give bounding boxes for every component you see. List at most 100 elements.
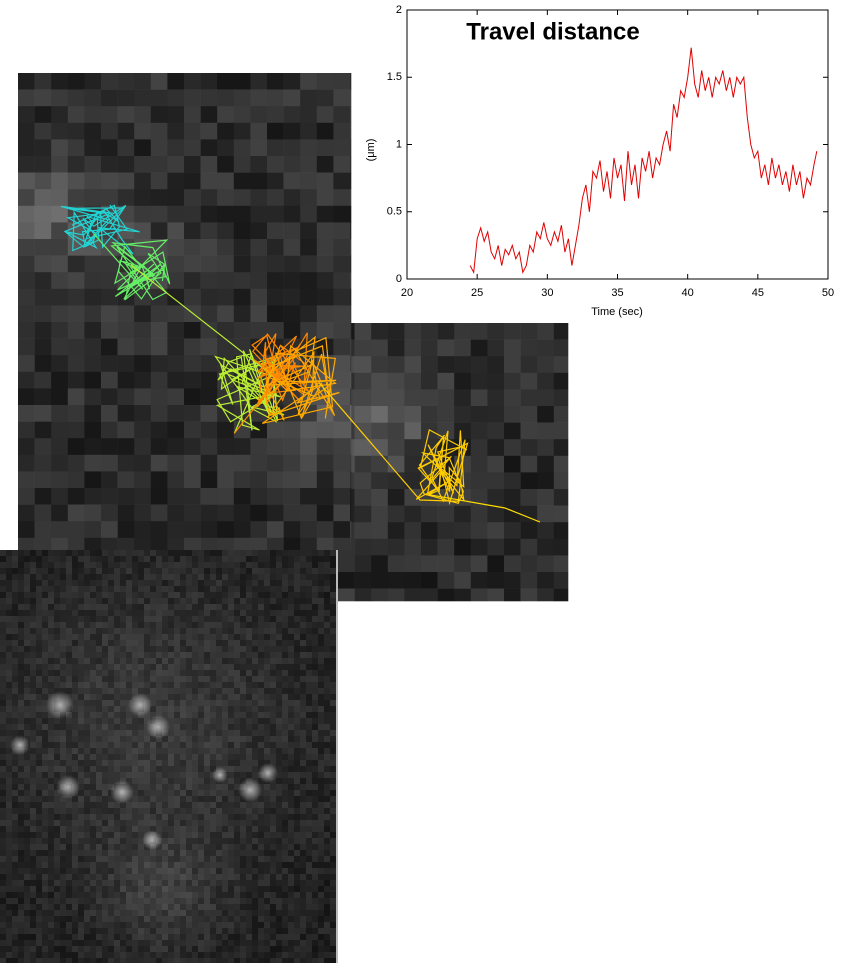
pixel xyxy=(324,586,330,592)
pixel xyxy=(186,592,192,598)
pixel xyxy=(204,826,210,832)
pixel xyxy=(96,640,102,646)
pixel xyxy=(168,700,174,706)
pixel xyxy=(270,790,276,796)
pixel xyxy=(267,422,284,439)
pixel xyxy=(228,952,234,958)
pixel xyxy=(156,778,162,784)
pixel xyxy=(101,239,118,256)
pixel xyxy=(66,904,72,910)
pixel xyxy=(252,760,258,766)
pixel xyxy=(234,946,240,952)
pixel xyxy=(276,784,282,790)
pixel xyxy=(126,574,132,580)
pixel xyxy=(144,736,150,742)
pixel xyxy=(151,505,168,522)
pixel xyxy=(120,706,126,712)
pixel xyxy=(35,106,52,123)
pixel xyxy=(234,904,240,910)
pixel xyxy=(180,832,186,838)
pixel xyxy=(60,940,66,946)
pixel xyxy=(54,634,60,640)
pixel xyxy=(240,616,246,622)
pixel xyxy=(102,946,108,952)
pixel xyxy=(258,928,264,934)
pixel xyxy=(192,916,198,922)
pixel xyxy=(132,772,138,778)
pixel xyxy=(132,622,138,628)
pixel xyxy=(51,73,68,90)
pixel xyxy=(114,682,120,688)
pixel xyxy=(66,874,72,880)
pixel xyxy=(252,952,258,958)
pixel xyxy=(318,856,324,862)
pixel xyxy=(12,910,18,916)
pixel xyxy=(18,958,24,963)
pixel xyxy=(330,652,336,658)
pixel xyxy=(330,676,336,682)
pixel xyxy=(24,664,30,670)
pixel xyxy=(504,406,521,423)
pixel xyxy=(168,802,174,808)
pixel xyxy=(210,598,216,604)
pixel xyxy=(234,272,251,289)
pixel xyxy=(84,874,90,880)
pixel xyxy=(318,658,324,664)
pixel xyxy=(216,646,222,652)
pixel xyxy=(12,772,18,778)
pixel xyxy=(90,562,96,568)
pixel xyxy=(108,664,114,670)
pixel xyxy=(192,910,198,916)
pixel xyxy=(234,958,240,963)
pixel xyxy=(180,952,186,958)
pixel xyxy=(96,820,102,826)
pixel xyxy=(174,820,180,826)
pixel xyxy=(210,958,216,963)
pixel xyxy=(54,802,60,808)
pixel xyxy=(180,784,186,790)
pixel xyxy=(240,820,246,826)
pixel xyxy=(162,832,168,838)
pixel xyxy=(150,694,156,700)
pixel xyxy=(35,90,52,107)
pixel xyxy=(78,694,84,700)
pixel xyxy=(78,700,84,706)
pixel xyxy=(18,772,24,778)
pixel xyxy=(84,826,90,832)
pixel xyxy=(102,712,108,718)
pixel xyxy=(102,814,108,820)
pixel xyxy=(66,946,72,952)
pixel xyxy=(12,766,18,772)
pixel xyxy=(252,946,258,952)
pixel xyxy=(350,471,351,488)
pixel xyxy=(24,670,30,676)
pixel xyxy=(330,700,336,706)
pixel xyxy=(454,323,471,340)
pixel xyxy=(330,622,336,628)
pixel xyxy=(276,706,282,712)
pixel xyxy=(216,946,222,952)
pixel xyxy=(252,724,258,730)
pixel xyxy=(108,562,114,568)
pixel xyxy=(90,616,96,622)
pixel xyxy=(312,586,318,592)
pixel xyxy=(312,730,318,736)
pixel xyxy=(108,934,114,940)
pixel xyxy=(168,676,174,682)
pixel xyxy=(84,958,90,963)
pixel xyxy=(222,724,228,730)
pixel xyxy=(300,592,306,598)
pixel xyxy=(250,289,267,306)
pixel xyxy=(30,790,36,796)
pixel xyxy=(134,438,151,455)
pixel xyxy=(228,658,234,664)
pixel xyxy=(42,838,48,844)
pixel xyxy=(156,922,162,928)
pixel xyxy=(151,372,168,389)
pixel xyxy=(102,886,108,892)
pixel xyxy=(264,832,270,838)
pixel xyxy=(312,934,318,940)
pixel xyxy=(30,892,36,898)
pixel xyxy=(24,862,30,868)
pixel xyxy=(168,574,174,580)
